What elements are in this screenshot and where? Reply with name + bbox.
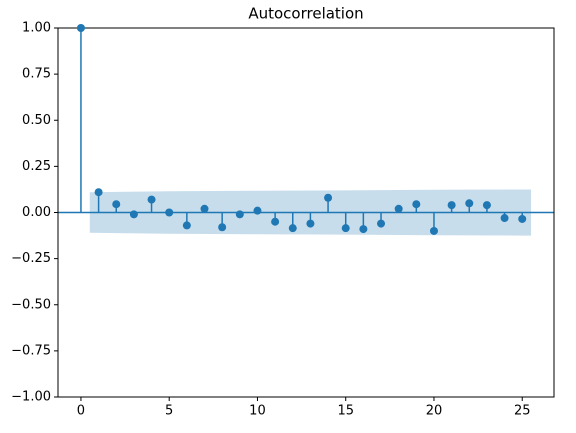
stem-marker xyxy=(165,208,174,217)
stem-marker xyxy=(394,204,403,213)
x-tick-label: 10 xyxy=(249,404,266,419)
stem-marker xyxy=(429,226,438,235)
stem-marker xyxy=(306,219,315,228)
stem-marker xyxy=(465,199,474,208)
x-tick-label: 5 xyxy=(165,404,173,419)
stem-marker xyxy=(518,214,527,223)
x-tick-label: 0 xyxy=(77,404,85,419)
y-tick-label: 0.75 xyxy=(22,67,51,82)
stem-marker xyxy=(288,224,297,233)
stem-marker xyxy=(182,221,191,230)
x-tick-label: 25 xyxy=(514,404,531,419)
stem-marker xyxy=(129,210,138,219)
stem-marker xyxy=(412,200,421,209)
y-tick-label: 0.50 xyxy=(22,113,51,128)
stem-marker xyxy=(500,214,509,223)
stem-marker xyxy=(447,201,456,210)
y-tick-label: 1.00 xyxy=(22,21,51,36)
y-tick-label: −0.75 xyxy=(11,343,51,358)
stem-marker xyxy=(341,224,350,233)
stem-marker xyxy=(112,200,121,209)
y-tick-label: 0.00 xyxy=(22,205,51,220)
stem-marker xyxy=(377,219,386,228)
y-tick-label: −0.25 xyxy=(11,251,51,266)
stem-marker xyxy=(359,225,368,234)
stem-marker xyxy=(94,188,103,197)
stem-marker xyxy=(271,217,280,226)
y-tick-label: 0.25 xyxy=(22,159,51,174)
chart-title: Autocorrelation xyxy=(248,5,363,23)
x-tick-label: 20 xyxy=(426,404,443,419)
stem-marker xyxy=(253,206,262,215)
x-tick-label: 15 xyxy=(337,404,354,419)
stem-marker xyxy=(76,24,85,32)
y-tick-label: −1.00 xyxy=(11,390,51,405)
stem-marker xyxy=(482,201,491,210)
y-tick-label: −0.50 xyxy=(11,297,51,312)
stem-marker xyxy=(200,204,209,213)
stem-marker xyxy=(324,193,333,202)
stem-marker xyxy=(147,195,156,204)
stem-marker xyxy=(235,210,244,219)
stem-marker xyxy=(218,223,227,232)
